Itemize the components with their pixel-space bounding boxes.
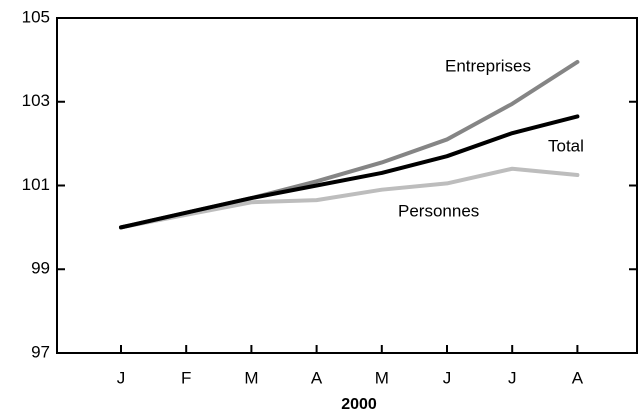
- x-tick-label: M: [375, 368, 389, 387]
- series-line: [119, 114, 580, 230]
- y-tick-label: 101: [22, 175, 50, 194]
- x-tick-label: J: [508, 368, 517, 387]
- y-tick-label: 105: [22, 7, 50, 26]
- x-tick-label: J: [117, 368, 126, 387]
- x-tick-label: A: [311, 368, 323, 387]
- series-line: [119, 59, 580, 230]
- x-tick-label: M: [244, 368, 258, 387]
- plot-frame: [56, 17, 638, 354]
- series-label: Entreprises: [445, 56, 531, 75]
- series-line: [119, 166, 580, 230]
- x-tick-label: A: [572, 368, 584, 387]
- series-label: Personnes: [398, 201, 479, 220]
- y-tick-label: 103: [22, 91, 50, 110]
- y-tick-label: 97: [31, 342, 50, 361]
- x-tick-label: F: [181, 368, 191, 387]
- series-label: Total: [548, 136, 584, 155]
- x-axis-label: 2000: [341, 396, 377, 413]
- y-tick-label: 99: [31, 259, 50, 278]
- x-tick-label: J: [443, 368, 452, 387]
